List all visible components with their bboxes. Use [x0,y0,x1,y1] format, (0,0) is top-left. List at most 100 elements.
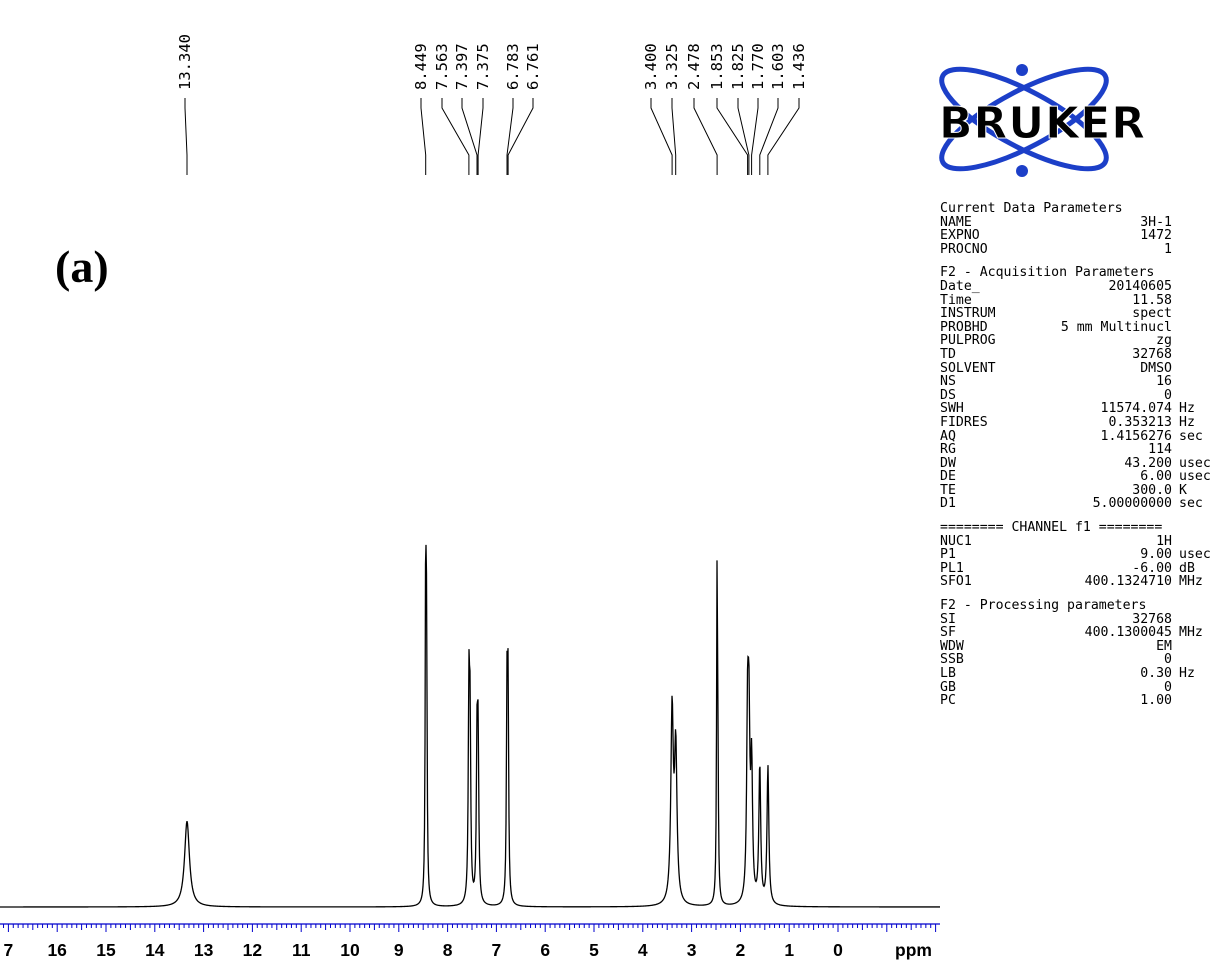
param-unit: dB [1179,560,1195,576]
peak-leader-line [650,98,673,175]
param-key: TE [940,482,956,498]
param-value: 1H [1156,533,1172,549]
peak-label: 7.397 [453,43,471,90]
param-unit [1172,307,1179,321]
param-key: DE [940,469,956,485]
x-axis-tick-label: 9 [394,940,404,960]
param-value: 300.0 [1132,482,1172,498]
param-unit [1172,216,1179,230]
x-axis-tick-label: 13 [194,940,214,960]
param-unit: Hz [1179,401,1195,417]
param-unit [1172,694,1179,708]
x-axis-tick-label: 7 [492,940,502,960]
param-key: NS [940,374,956,390]
section-title-current: Current Data Parameters [940,201,1123,216]
param-unit [1172,613,1179,627]
param-key: RG [940,442,956,458]
param-row: EXPNO 1472 [940,229,1227,243]
param-row: DS 0 [940,389,1227,403]
param-row: WDW EM [940,640,1227,654]
peak-label: 1.603 [769,43,787,90]
peak-leader-line [420,98,427,175]
param-row: DW 43.200 usec [940,457,1227,471]
param-row: PL1 -6.00 dB [940,562,1227,576]
processing-params-list: SI 32768 SF 400.1300045 MHz WDW EM SSB 0 LB 0.30 Hz… [940,613,1227,708]
param-unit [1172,443,1179,457]
section-title-processing: F2 - Processing parameters [940,598,1147,614]
param-key: SF [940,625,956,641]
param-unit: sec [1179,496,1203,512]
acquisition-params-list: Date_ 20140605 Time 11.58 INSTRUM spect PROBHD… [940,280,1227,511]
peak-label: 13.340 [176,34,194,90]
param-key: SOLVENT [940,360,996,376]
logo-orbit-2 [939,66,1109,172]
peak-label: 1.853 [708,43,726,90]
param-row: SFO1 400.1324710 MHz [940,575,1227,589]
param-row: TD 32768 [940,348,1227,362]
param-row: SI 32768 [940,613,1227,627]
peak-label: 6.783 [504,43,522,90]
panel-label: (a) [55,241,109,292]
param-value: 0.30 [1140,666,1172,681]
x-axis-tick-label: 15 [96,940,116,960]
param-row: DE 6.00 usec [940,470,1227,484]
current-params-list: NAME 3H-1 EXPNO 1472 PROCNO 1 [940,214,1227,257]
param-row: P1 9.00 usec [940,548,1227,562]
peak-leader-line [751,98,759,175]
x-axis-tick-labels: 7 16 15 14 13 12 11 10 9 8 7 6 5 4 3 2 1 0 [4,940,844,960]
param-key: DS [940,387,956,403]
peak-leader-line [716,98,749,175]
peak-leader-line [737,98,750,175]
param-unit [1172,294,1179,308]
param-value: 32768 [1132,611,1172,627]
param-value: 3H-1 [1140,214,1172,230]
param-key: P1 [940,547,956,563]
x-axis-tick-label: 11 [292,940,311,960]
peak-leader-line [767,98,800,175]
peak-label: 3.400 [642,43,660,90]
param-value: 11.58 [1132,292,1172,308]
param-row: PULPROG zg [940,334,1227,348]
param-unit [1172,653,1179,667]
param-value: DMSO [1140,360,1172,376]
param-row: SSB 0 [940,653,1227,667]
peak-leader-line [506,98,514,175]
peak-label: 1.436 [790,43,808,90]
param-key: PROBHD [940,319,988,335]
acquisition-parameters-panel: Current Data Parameters NAME 3H-1 EXPNO 147… [940,202,1227,708]
peak-leader-group [184,98,800,175]
param-row: Time 11.58 [940,292,1227,308]
peak-leader-line [671,98,677,175]
section-title-channel: ======== CHANNEL f1 ======== [940,520,1163,536]
param-value: 114 [1148,442,1172,458]
param-row: AQ 1.4156276 sec [940,428,1227,444]
param-key: Time [940,292,972,308]
param-value: 1.4156276 [1100,428,1172,444]
x-axis-title: ppm [895,940,932,960]
param-unit: MHz [1179,574,1203,590]
param-key: FIDRES [940,414,988,430]
param-row: NS 16 [940,375,1227,389]
param-value: 32768 [1132,346,1172,362]
param-key: SSB [940,652,964,668]
param-unit [1172,640,1179,654]
param-unit [1172,535,1179,549]
peak-leader-line [759,98,779,175]
param-unit: MHz [1179,625,1203,641]
param-row: Date_ 20140605 [940,280,1227,294]
param-value: 400.1324710 [1084,574,1172,590]
x-axis-tick-label: 14 [145,940,165,960]
x-axis-tick-label: 4 [638,940,648,960]
param-value: 9.00 [1140,547,1172,563]
param-unit [1172,334,1179,348]
param-key: INSTRUM [940,306,996,322]
param-key: DW [940,455,956,471]
param-key: WDW [940,638,964,654]
param-unit: usec [1179,547,1211,563]
peak-label: 1.770 [749,43,767,90]
param-unit [1172,280,1179,294]
peak-label: 7.375 [474,43,492,90]
param-unit [1172,375,1179,389]
peak-label: 1.825 [729,43,747,90]
peak-leader-line [461,98,478,175]
